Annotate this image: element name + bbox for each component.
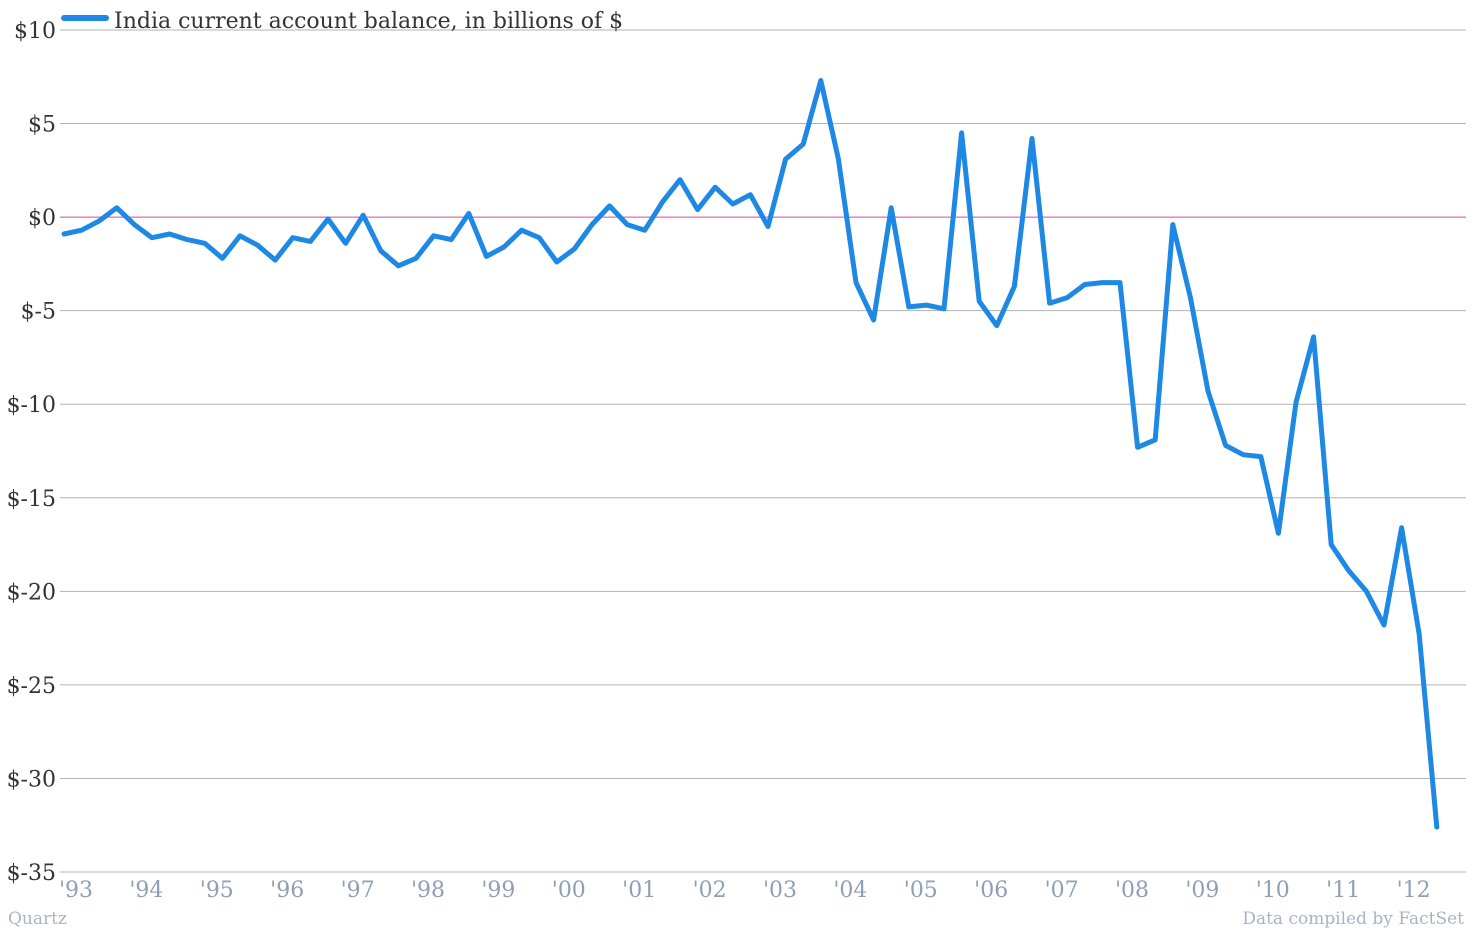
gridlines <box>60 29 1466 873</box>
x-tick-label: '07 <box>1045 878 1079 903</box>
x-tick-label: '10 <box>1256 878 1290 903</box>
y-tick-label: $-25 <box>7 674 56 699</box>
y-tick-label: $5 <box>28 113 56 138</box>
x-tick-label: '01 <box>622 878 656 903</box>
x-tick-label: '08 <box>1115 878 1149 903</box>
series-group <box>61 78 1440 830</box>
x-tick-label: '97 <box>341 878 375 903</box>
y-tick-label: $-5 <box>21 300 56 325</box>
x-tick-label: '00 <box>552 878 586 903</box>
x-tick-label: '93 <box>59 878 93 903</box>
x-tick-label: '02 <box>693 878 727 903</box>
x-tick-label: '11 <box>1326 878 1360 903</box>
y-tick-label: $0 <box>28 206 56 231</box>
x-tick-label: '06 <box>974 878 1008 903</box>
y-tick-label: $-30 <box>7 767 56 792</box>
x-tick-label: '94 <box>129 878 163 903</box>
x-tick-label: '96 <box>270 878 304 903</box>
y-tick-label: $-15 <box>7 487 56 512</box>
x-tick-label: '12 <box>1397 878 1431 903</box>
x-tick-label: '98 <box>411 878 445 903</box>
x-tick-label: '05 <box>904 878 938 903</box>
source-credit-left: Quartz <box>8 909 67 929</box>
y-axis: $10 $5 $0 $-5 $-10 $-15 $-20 $-25 $-30 $-35 <box>7 19 56 886</box>
x-tick-label: '09 <box>1185 878 1219 903</box>
y-tick-label: $10 <box>14 19 56 44</box>
y-tick-label: $-35 <box>7 861 56 886</box>
y-tick-label: $-20 <box>7 580 56 605</box>
legend-label: India current account balance, in billio… <box>114 9 623 34</box>
x-tick-label: '03 <box>763 878 797 903</box>
series-line <box>61 78 1440 830</box>
x-tick-label: '04 <box>833 878 867 903</box>
source-credit-right: Data compiled by FactSet <box>1242 909 1464 929</box>
x-tick-label: '95 <box>200 878 234 903</box>
legend: India current account balance, in billio… <box>61 9 623 34</box>
x-tick-label: '99 <box>481 878 515 903</box>
x-axis: '93 '94 '95 '96 '97 '98 '99 '00 '01 '02 '03 '04 '05 '… <box>59 878 1431 903</box>
y-tick-label: $-10 <box>7 393 56 418</box>
